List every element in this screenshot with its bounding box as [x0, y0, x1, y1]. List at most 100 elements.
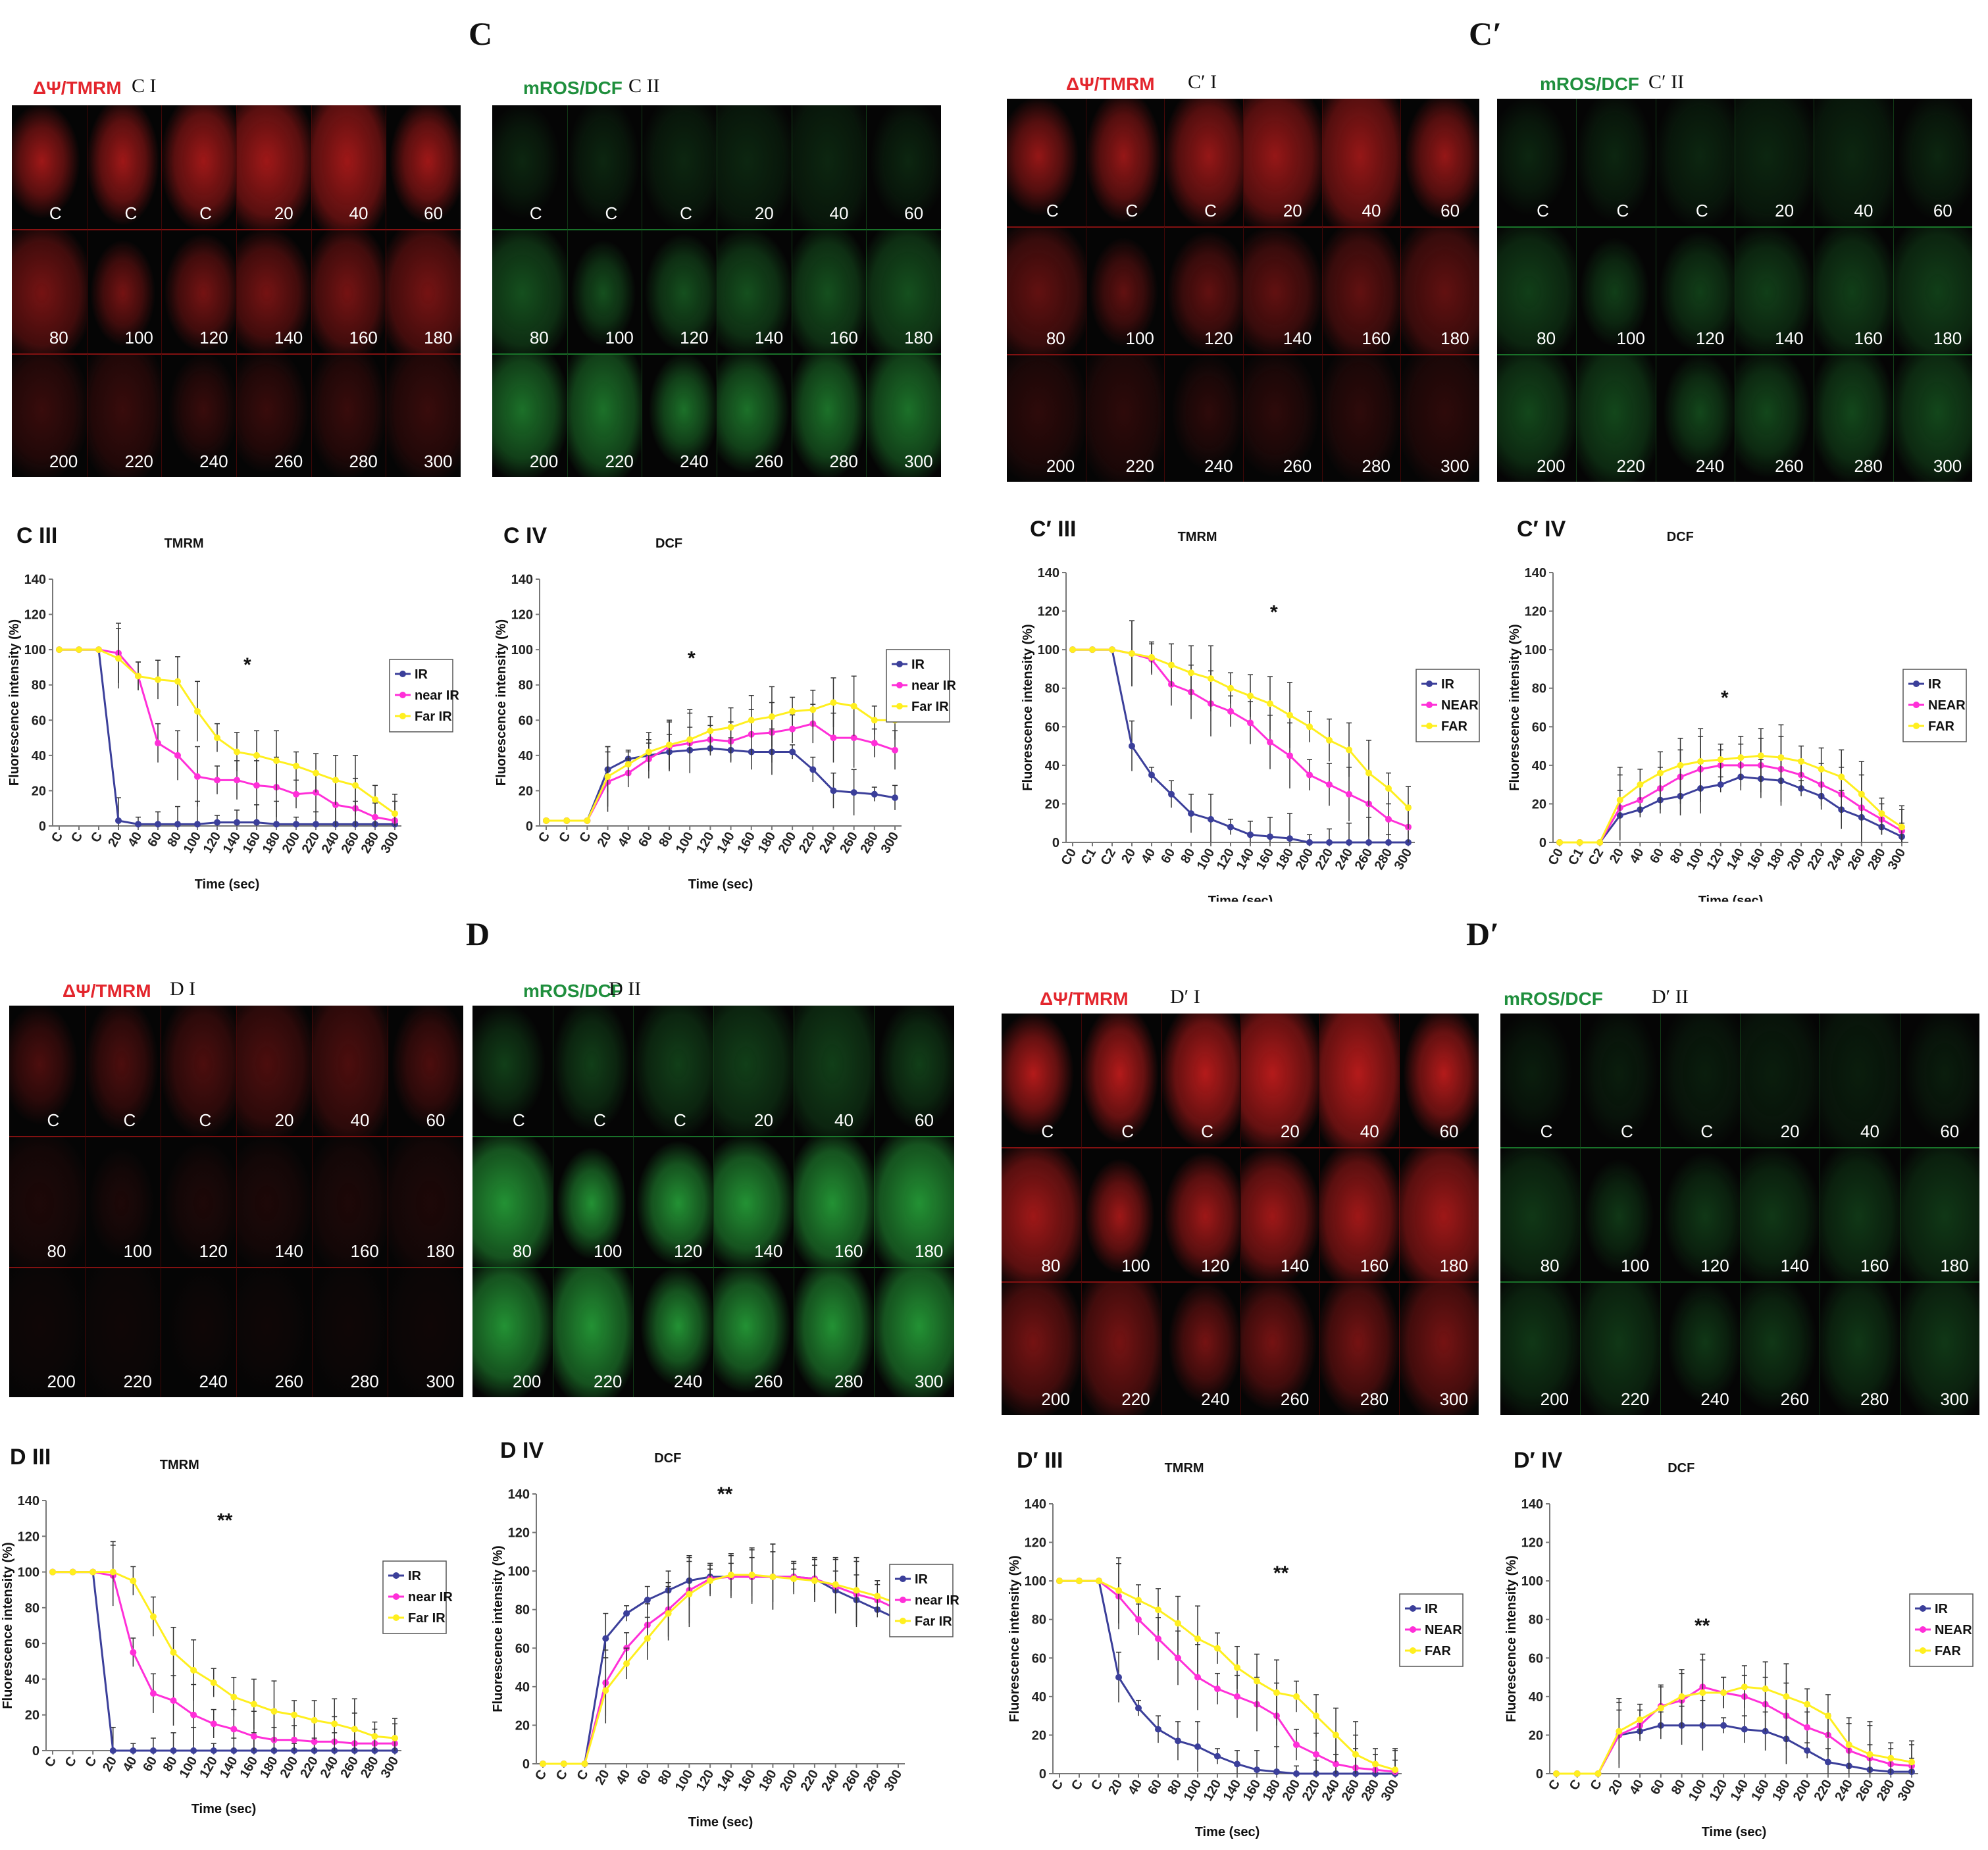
time-label: C [1540, 1121, 1553, 1142]
time-label: C [1041, 1121, 1054, 1142]
x-tick-label: 300 [1392, 846, 1415, 873]
y-tick-label: 0 [1052, 836, 1059, 850]
micrograph-tile: 200 [1002, 1281, 1081, 1415]
x-tick-label: 160 [1748, 1778, 1772, 1804]
time-label: 20 [274, 1110, 294, 1131]
micrograph-tile: 60 [1399, 1014, 1479, 1148]
data-point [1115, 1587, 1122, 1594]
time-label: C [605, 203, 618, 224]
time-label: 80 [529, 327, 549, 347]
panel-name: C II [628, 75, 660, 97]
chart-title: TMRM [165, 536, 204, 551]
time-label: 40 [834, 1110, 854, 1131]
x-tick-label: 220 [796, 830, 820, 856]
legend-marker [1410, 1626, 1416, 1633]
x-tick-label: 20 [105, 830, 125, 850]
time-label: 120 [1204, 328, 1233, 348]
time-label: 40 [829, 203, 849, 224]
x-tick-label: 160 [240, 830, 264, 856]
micrograph-tile: 120 [161, 229, 236, 353]
y-tick-label: 60 [25, 1637, 39, 1651]
stain-label: ΔΨ/TMRM [63, 981, 151, 1001]
y-tick-label: 100 [1521, 1574, 1543, 1589]
micrograph-tile: 220 [553, 1266, 633, 1397]
x-tick-label: 80 [161, 1755, 180, 1774]
data-point [645, 748, 652, 756]
legend-marker [393, 1593, 399, 1600]
micrograph-tile: 280 [1319, 1281, 1400, 1415]
data-point [155, 676, 161, 683]
legend-marker [399, 713, 406, 719]
micrograph-tile: 100 [553, 1136, 633, 1267]
time-label: 200 [529, 451, 559, 471]
legend-marker [399, 671, 406, 677]
micrograph-tile: 160 [791, 229, 867, 353]
data-point [748, 1572, 755, 1578]
data-point [210, 1720, 217, 1728]
x-tick-label: 100 [673, 830, 697, 856]
x-tick-label: 200 [1785, 846, 1808, 873]
data-point [273, 821, 280, 828]
data-point [270, 1708, 278, 1715]
x-tick-label: 280 [1372, 846, 1396, 873]
time-label: 200 [1046, 456, 1075, 476]
data-point [1313, 1751, 1319, 1758]
micrograph-tile: 300 [1399, 1281, 1479, 1415]
micrograph-tile: C [1655, 99, 1735, 226]
data-point [623, 1610, 630, 1617]
time-label: 180 [426, 1241, 455, 1261]
time-label: 40 [350, 1110, 370, 1131]
time-label: 200 [513, 1371, 542, 1391]
micrograph-tile: 180 [866, 229, 941, 353]
time-label: C [124, 203, 138, 224]
data-point [56, 646, 63, 654]
time-label: 260 [754, 1371, 783, 1391]
panel-label: D′ III [1017, 1448, 1063, 1473]
time-label: 140 [274, 1241, 303, 1261]
micrograph-tile: 40 [1321, 99, 1401, 226]
x-tick-label: C [63, 1755, 80, 1770]
data-point [109, 1747, 116, 1754]
y-tick-label: 60 [1032, 1651, 1046, 1666]
micrograph-tile: 80 [1007, 226, 1086, 354]
x-tick-label: 60 [1158, 846, 1178, 866]
x-tick-label: 240 [1832, 1778, 1856, 1804]
data-point [727, 1572, 734, 1578]
x-tick-label: C2 [1586, 846, 1607, 868]
micrograph-tile: 140 [1240, 1147, 1320, 1281]
y-axis-label: Fluorescence intensity (%) [1, 1542, 15, 1709]
micrograph-tile: 180 [386, 229, 461, 353]
time-label: 240 [1201, 1389, 1230, 1409]
legend-label: near IR [911, 679, 956, 693]
x-tick-label: 300 [882, 1768, 905, 1794]
data-point [130, 1578, 137, 1585]
micrograph-tile: 100 [1580, 1147, 1660, 1281]
data-point [1866, 1751, 1873, 1758]
x-tick-label: 280 [1865, 846, 1889, 873]
data-point [1783, 1693, 1790, 1700]
micrograph-tile: 140 [1740, 1147, 1820, 1281]
panel-name: D I [170, 978, 196, 1000]
data-point [1845, 1741, 1852, 1749]
y-tick-label: 20 [1045, 797, 1059, 811]
y-tick-label: 140 [1525, 566, 1546, 580]
legend-marker [1920, 1647, 1926, 1654]
time-label: 100 [605, 327, 634, 347]
time-label: 240 [1695, 456, 1725, 476]
micrograph-tile: 240 [161, 1266, 236, 1397]
data-point [790, 1575, 798, 1582]
time-label: C [674, 1110, 686, 1131]
data-point [210, 1747, 217, 1754]
data-point [332, 777, 339, 784]
time-label: 60 [915, 1110, 934, 1131]
micrograph-tile: 260 [1735, 354, 1814, 482]
time-label: 300 [424, 451, 453, 471]
x-tick-label: 200 [1791, 1778, 1814, 1804]
data-point [311, 1738, 318, 1745]
x-tick-label: 80 [655, 1768, 675, 1787]
y-tick-label: 40 [1529, 1690, 1543, 1705]
data-point [1155, 1635, 1161, 1642]
micrograph-tile: C [553, 1006, 633, 1137]
data-point [1227, 707, 1234, 715]
